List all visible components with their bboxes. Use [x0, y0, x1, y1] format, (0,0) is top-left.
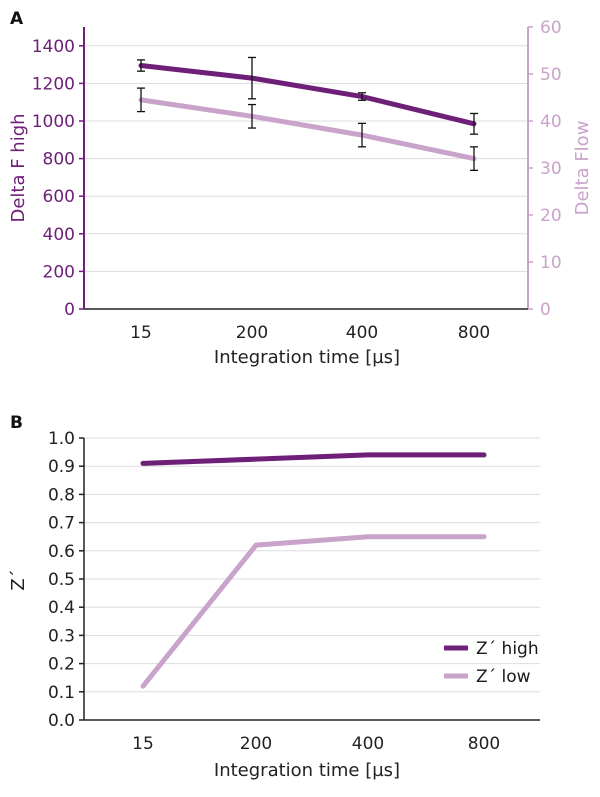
- y2-tick-label: 30: [540, 159, 562, 179]
- y2-tick-label: 0: [540, 300, 551, 320]
- chart-b-gridlines: [84, 437, 540, 693]
- chart-b-y-ticks: 0.0 0.1 0.2 0.3 0.4 0.5 0.6 0.7 0.8 0.9 1.0: [48, 429, 84, 731]
- chart-b-x-ticks: 15 200 400 800: [132, 734, 500, 754]
- y-tick-label: 0: [64, 300, 75, 320]
- legend-label-z-high: Z´ high: [476, 639, 539, 659]
- y-tick-label: 400: [43, 225, 75, 245]
- y-tick-label: 0.0: [48, 711, 75, 731]
- y-tick-label: 1200: [32, 74, 75, 94]
- y-tick-label: 200: [43, 262, 75, 282]
- chart-a-left-ticks: 0 200 400 600 800 1000 1200 1400: [32, 37, 84, 320]
- delta-flow-line: [138, 97, 477, 162]
- y2-tick-label: 40: [540, 112, 562, 132]
- chart-a-axes: [83, 27, 529, 310]
- chart-a-y2-axis-label: Delta Flow: [572, 121, 593, 216]
- y-tick-label: 0.9: [48, 457, 75, 477]
- y-tick-label: 0.7: [48, 514, 75, 534]
- y-tick-label: 0.4: [48, 598, 75, 618]
- z-low-line: [140, 534, 487, 689]
- y-tick-label: 1.0: [48, 429, 75, 449]
- z-high-line: [140, 452, 487, 466]
- chart-a-series: [137, 56, 478, 172]
- x-tick-label: 200: [236, 323, 268, 343]
- chart-b-series: [140, 452, 487, 689]
- y2-tick-label: 10: [540, 253, 562, 273]
- chart-a: A 0 200 400 600 800 1000 1200 1400 0 10 20 30 40 50 6…: [8, 9, 593, 368]
- x-tick-label: 15: [130, 323, 152, 343]
- y-tick-label: 0.2: [48, 655, 75, 675]
- x-tick-label: 800: [458, 323, 490, 343]
- y2-tick-label: 60: [540, 18, 562, 38]
- y-tick-label: 600: [43, 187, 75, 207]
- legend-label-z-low: Z´ low: [476, 667, 531, 687]
- y-tick-label: 1400: [32, 37, 75, 57]
- chart-a-x-axis-label: Integration time [µs]: [214, 347, 400, 368]
- y2-tick-label: 50: [540, 65, 562, 85]
- panel-b-label: B: [10, 413, 23, 433]
- x-tick-label: 400: [352, 734, 384, 754]
- chart-b-y-axis-label: Z´: [8, 569, 29, 590]
- y2-tick-label: 20: [540, 206, 562, 226]
- x-tick-label: 15: [132, 734, 154, 754]
- chart-b-x-axis-label: Integration time [µs]: [214, 760, 400, 781]
- y-tick-label: 0.1: [48, 683, 75, 703]
- chart-a-right-ticks: 0 10 20 30 40 50 60: [528, 18, 562, 320]
- panel-a-label: A: [10, 9, 24, 29]
- chart-b: B 0.0 0.1 0.2 0.3 0.4 0.5 0.6 0.7 0.8 0.9 1.0 15 20…: [8, 413, 540, 781]
- chart-a-x-ticks: 15 200 400 800: [130, 323, 490, 343]
- chart-a-y-axis-label: Delta F high: [8, 113, 29, 222]
- x-tick-label: 800: [468, 734, 500, 754]
- y-tick-label: 0.8: [48, 485, 75, 505]
- y-tick-label: 0.5: [48, 570, 75, 590]
- x-tick-label: 200: [240, 734, 272, 754]
- y-tick-label: 800: [43, 150, 75, 170]
- x-tick-label: 400: [346, 323, 378, 343]
- y-tick-label: 1000: [32, 112, 75, 132]
- chart-b-legend: Z´ high Z´ low: [444, 639, 539, 687]
- y-tick-label: 0.6: [48, 542, 75, 562]
- y-tick-label: 0.3: [48, 626, 75, 646]
- chart-a-gridlines: [84, 45, 528, 272]
- delta-f-high-line: [138, 63, 477, 127]
